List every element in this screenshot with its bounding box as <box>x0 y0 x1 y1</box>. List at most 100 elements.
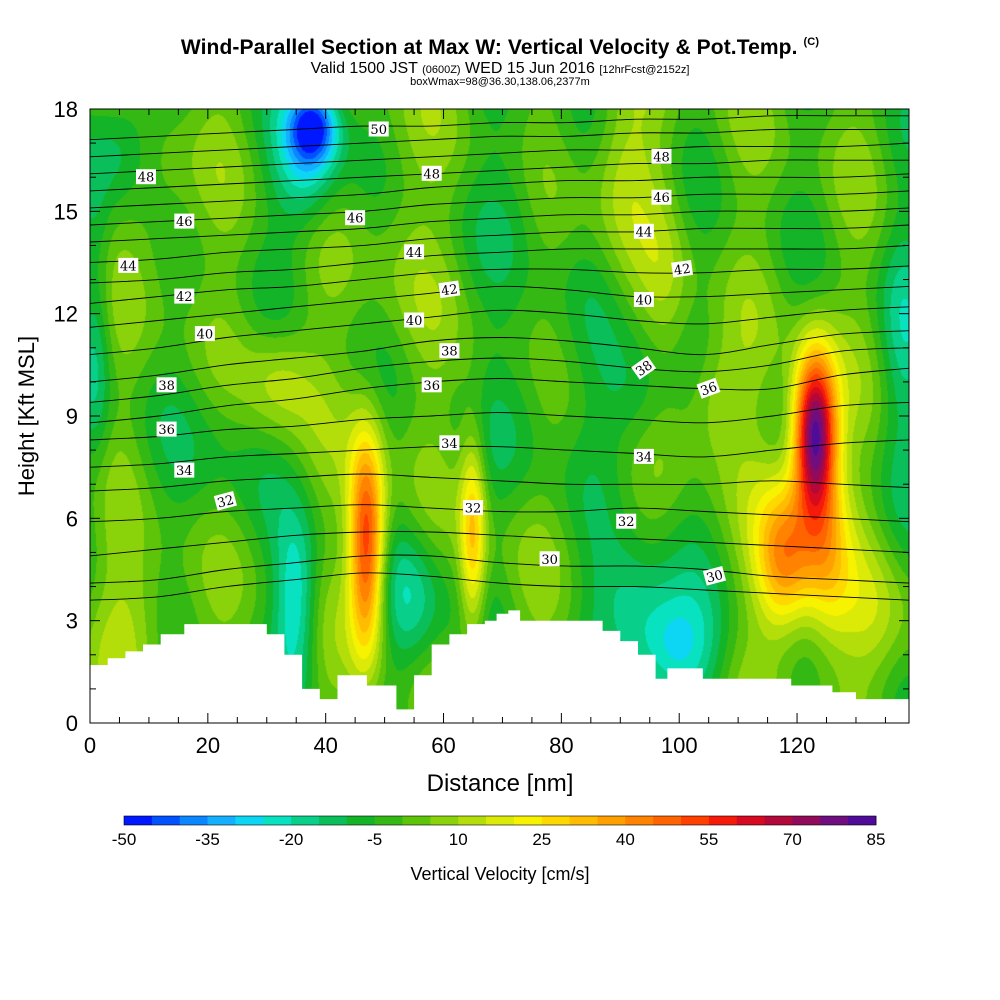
contour-label-bg <box>421 377 442 393</box>
theta-contour-48 <box>90 142 909 175</box>
contour-label-36: 36 <box>421 377 442 394</box>
colorbar-swatch <box>625 816 654 825</box>
colorbar-swatch <box>681 816 710 825</box>
contour-label-bg <box>156 377 177 393</box>
contour-label-bg <box>345 210 366 226</box>
theta-contour-29 <box>90 572 909 601</box>
colorbar-swatch <box>207 816 236 825</box>
contour-label-text: 34 <box>636 450 653 465</box>
contour-label-bg <box>404 244 425 260</box>
contour-label-34: 34 <box>174 462 195 479</box>
contour-label-42: 42 <box>438 280 461 299</box>
contour-label-text: 32 <box>216 493 236 512</box>
contour-label-44: 44 <box>633 223 654 240</box>
y-tick-label: 0 <box>66 711 78 736</box>
valid-date: WED 15 Jun 2016 <box>465 60 595 77</box>
contour-label-30: 30 <box>539 551 560 568</box>
x-axis: 0 20 40 60 80 100 120 <box>84 109 886 758</box>
contour-label-bg <box>671 259 694 278</box>
contour-label-32: 32 <box>213 490 237 512</box>
contour-label-38: 38 <box>439 343 460 360</box>
contour-label-40: 40 <box>404 312 425 329</box>
theta-contour-47 <box>90 159 909 192</box>
colorbar-swatch <box>263 816 292 825</box>
contour-label-text: 44 <box>636 225 653 240</box>
colorbar-swatch <box>486 816 515 825</box>
theta-contour-36 <box>90 367 909 424</box>
contour-label-text: 44 <box>120 259 137 274</box>
contour-label-bg <box>539 551 560 567</box>
contour-label-text: 40 <box>197 328 214 343</box>
contour-label-text: 40 <box>406 314 423 329</box>
colorbar-swatch <box>430 816 459 825</box>
contour-label-42: 42 <box>671 259 694 279</box>
x-tick-label: 100 <box>661 733 698 758</box>
colorbar-swatch <box>235 816 264 825</box>
theta-contour-38 <box>90 330 909 383</box>
contour-label-bg <box>118 257 139 273</box>
valid-utc: (0600Z) <box>422 64 461 76</box>
y-tick-label: 6 <box>66 506 78 531</box>
x-axis-label: Distance [nm] <box>427 770 574 797</box>
y-tick-label: 3 <box>66 609 78 634</box>
theta-contour-43 <box>90 224 909 263</box>
contour-label-42: 42 <box>174 288 195 305</box>
x-tick-label: 80 <box>549 733 573 758</box>
contour-label-text: 32 <box>618 515 635 530</box>
colorbar-swatch <box>792 816 821 825</box>
theta-contour-45 <box>90 190 909 226</box>
theta-contour-46 <box>90 173 909 209</box>
colorbar-swatch <box>291 816 320 825</box>
copyright-mark: (C) <box>803 36 820 48</box>
contour-label-text: 42 <box>176 290 193 305</box>
contour-label-bg <box>136 169 156 185</box>
colorbar-swatch <box>374 816 403 825</box>
colorbar-swatch <box>124 816 153 825</box>
chart-title-text: Wind-Parallel Section at Max W: Vertical… <box>180 36 798 59</box>
contour-label-40: 40 <box>194 326 215 343</box>
theta-contour-32 <box>90 504 909 523</box>
colorbar-swatch <box>541 816 571 825</box>
contour-label-text: 50 <box>370 123 387 138</box>
y-tick-label: 15 <box>54 199 78 224</box>
contour-label-38: 38 <box>156 377 177 394</box>
contour-label-bg <box>633 292 654 307</box>
y-tick-label: 18 <box>54 97 78 122</box>
contour-label-bg <box>156 421 177 437</box>
colorbar-tick-label: 55 <box>699 830 718 849</box>
contour-label-bg <box>463 500 483 516</box>
contour-label-bg <box>174 288 195 304</box>
colorbar-swatch <box>848 816 877 825</box>
colorbar-swatch <box>736 816 765 825</box>
contour-label-text: 46 <box>176 215 193 230</box>
contour-label-bg <box>368 121 389 137</box>
contour-label-46: 46 <box>651 189 672 206</box>
contour-label-bg <box>616 513 637 529</box>
theta-contour-39 <box>90 306 909 356</box>
contour-label-50: 50 <box>368 121 389 138</box>
contour-label-bg <box>194 326 215 342</box>
colorbar-swatch <box>569 816 598 825</box>
colorbar-tick-label: 25 <box>532 830 551 849</box>
contour-label-text: 38 <box>441 345 458 360</box>
valid-prefix: Valid 1500 JST <box>310 60 418 77</box>
theta-contour-40 <box>90 285 909 328</box>
colorbar-tick-label: 10 <box>449 830 468 849</box>
contour-label-30: 30 <box>702 565 727 587</box>
colorbar-swatch <box>151 816 181 825</box>
contour-label-bg <box>439 343 460 359</box>
chart-subtitle: Valid 1500 JST (0600Z) WED 15 Jun 2016 [… <box>0 60 1000 78</box>
contour-label-text: 38 <box>158 379 175 394</box>
contour-label-44: 44 <box>118 257 139 274</box>
colorbar-swatch <box>513 816 543 825</box>
contour-label-bg <box>633 448 654 464</box>
contour-label-48: 48 <box>421 165 442 182</box>
contour-label-text: 36 <box>699 380 720 400</box>
colorbar-tick-label: -20 <box>279 830 304 849</box>
chart-title: Wind-Parallel Section at Max W: Vertical… <box>0 36 1000 60</box>
theta-contour-30 <box>90 554 909 584</box>
contour-label-48: 48 <box>136 169 156 186</box>
contour-label-bg <box>696 377 721 399</box>
theta-contour-33 <box>90 473 909 492</box>
theta-contour-41 <box>90 265 909 304</box>
